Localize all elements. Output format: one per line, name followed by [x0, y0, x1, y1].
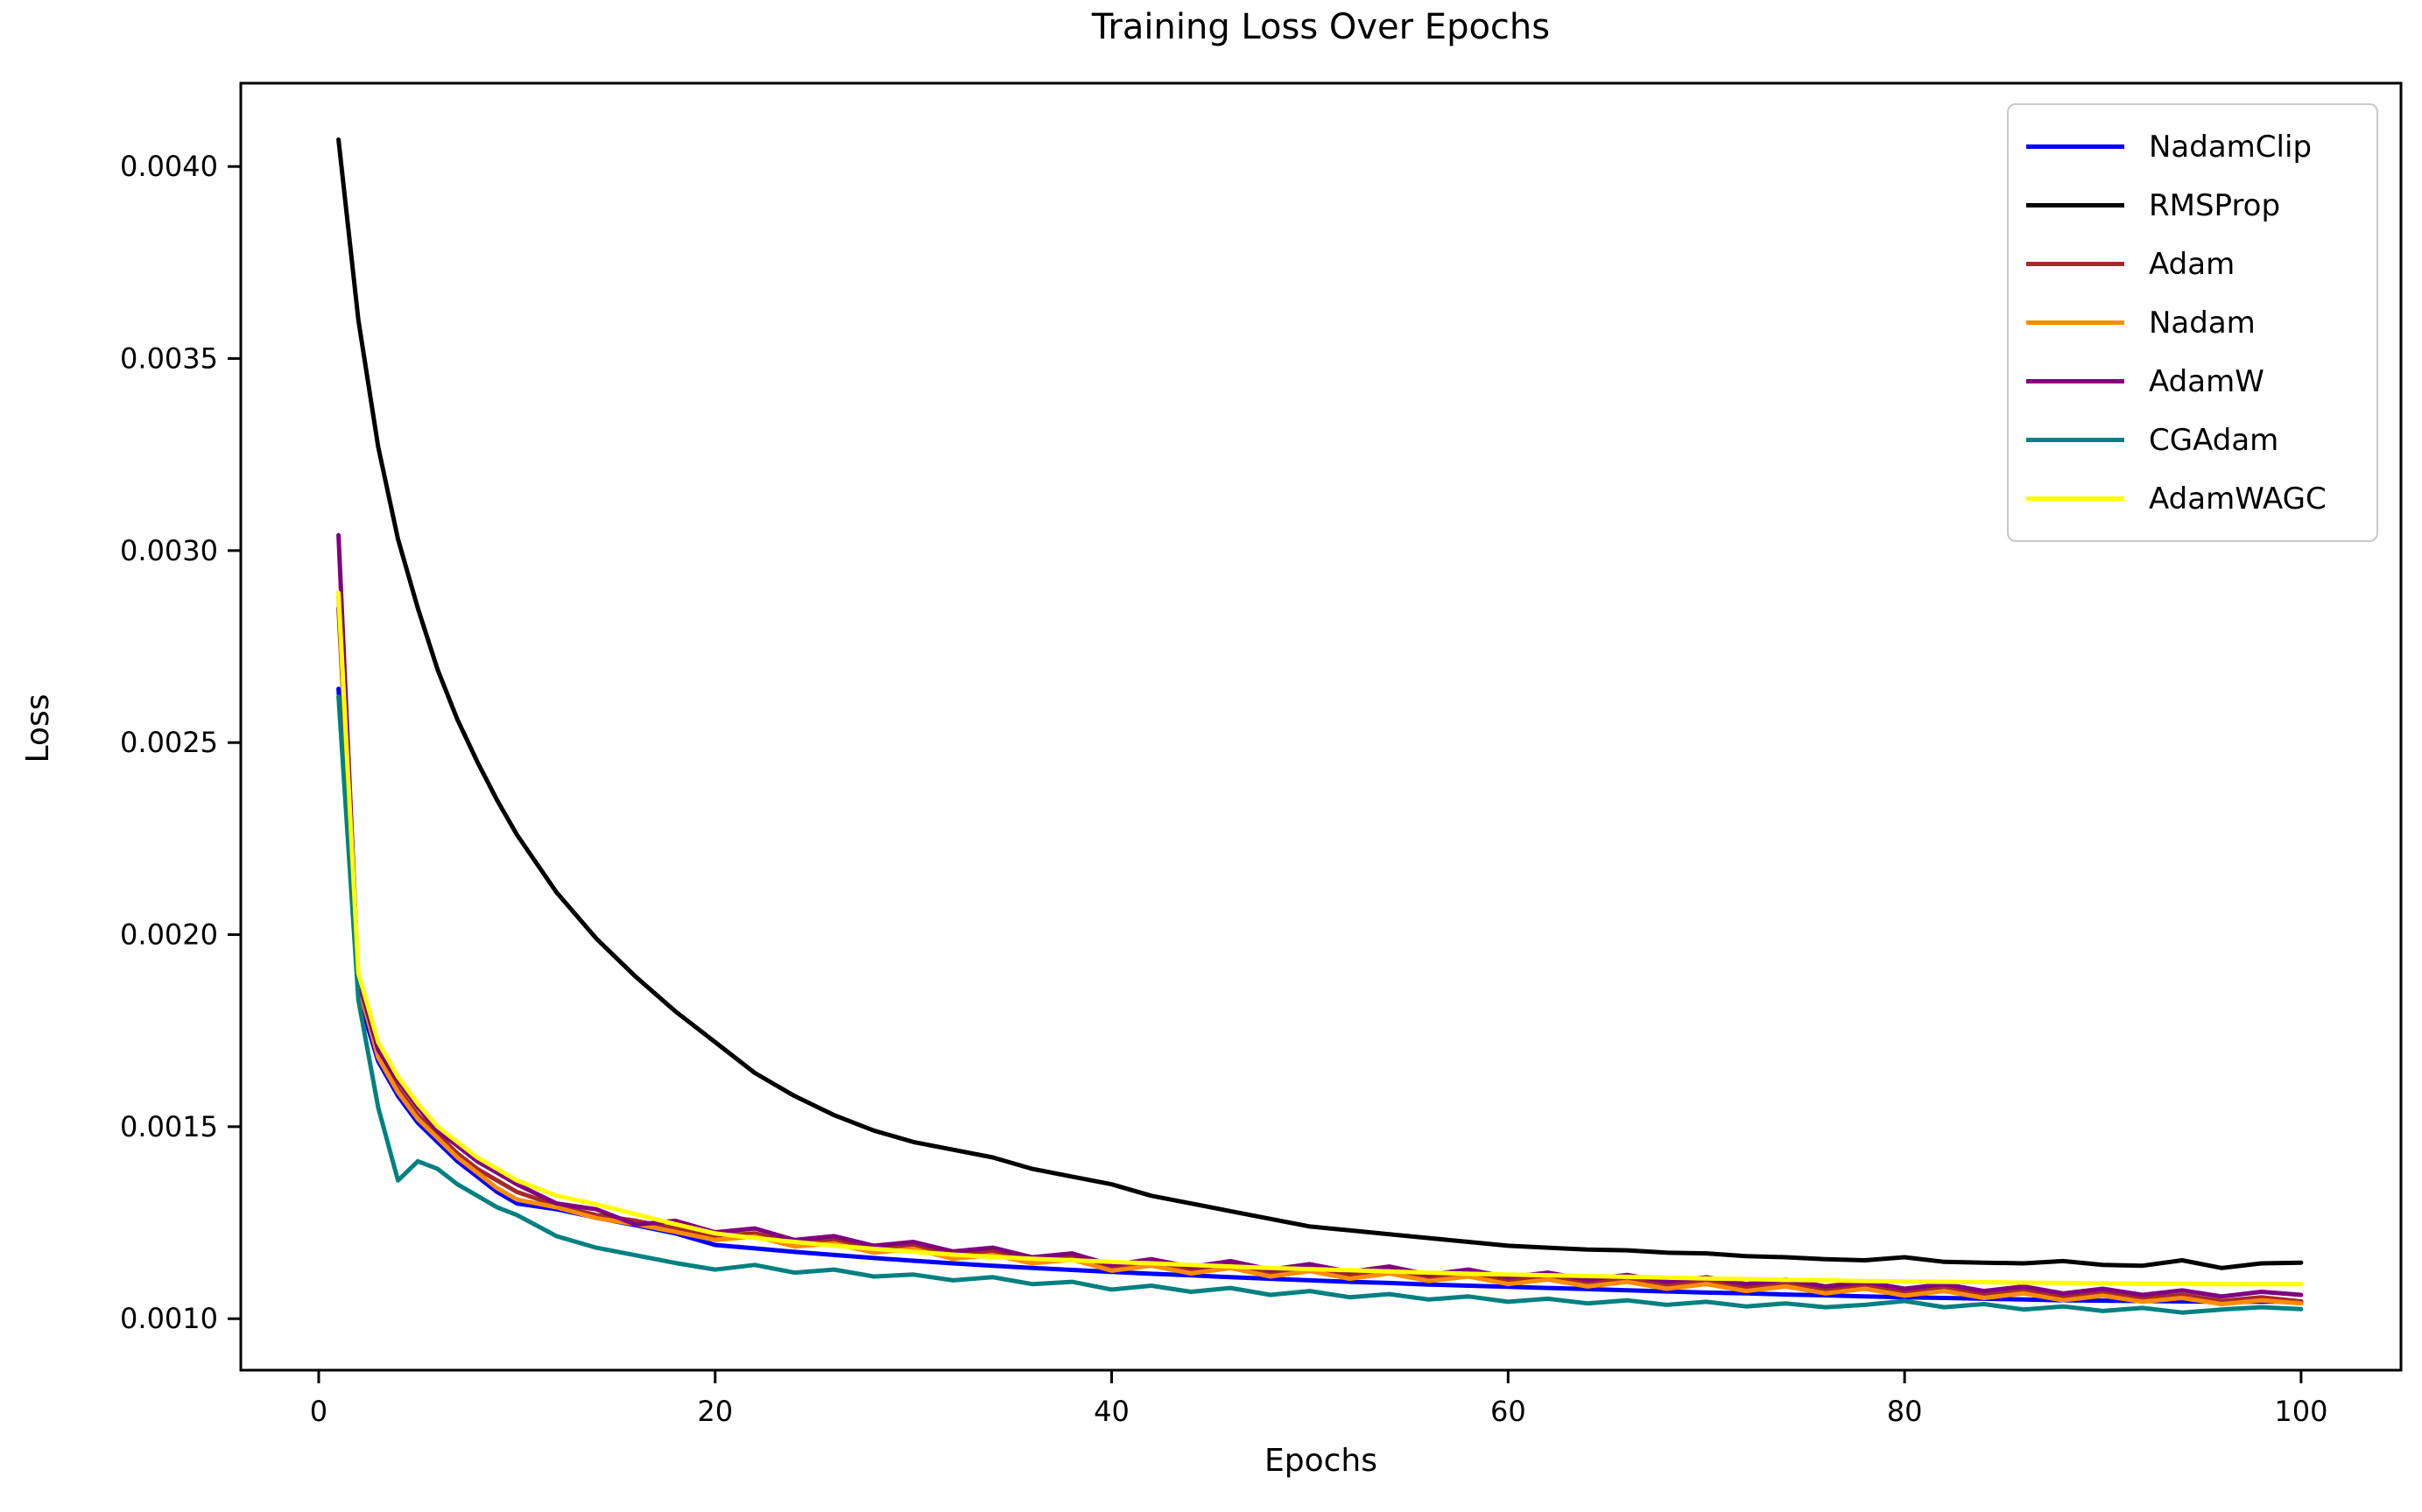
legend-swatch-Adam — [2026, 262, 2124, 266]
y-tick-label: 0.0040 — [120, 150, 218, 183]
series-line-CGAdam — [336, 694, 2304, 1315]
legend-item-CGAdam: CGAdam — [2026, 411, 2376, 469]
legend-swatch-NadamClip — [2026, 144, 2124, 149]
x-tick-label: 100 — [2274, 1395, 2327, 1428]
plot-frame — [239, 81, 2403, 1372]
x-tick-label: 0 — [310, 1395, 327, 1428]
x-tick-label: 60 — [1490, 1395, 1526, 1428]
y-axis-label: Loss — [20, 693, 56, 763]
legend-label: RMSProp — [2149, 187, 2281, 223]
series-line-Adam — [336, 606, 2304, 1304]
legend-item-AdamWAGC: AdamWAGC — [2026, 469, 2376, 528]
series-line-AdamW — [336, 532, 2304, 1299]
x-tick-label: 40 — [1094, 1395, 1130, 1428]
legend-item-AdamW: AdamW — [2026, 352, 2376, 411]
series-line-NadamClip — [336, 686, 2304, 1305]
legend-swatch-CGAdam — [2026, 438, 2124, 442]
y-tick-label: 0.0025 — [120, 726, 218, 759]
legend: NadamClip RMSProp Adam Nadam AdamW CGAdam Adam… — [2007, 103, 2378, 542]
chart-title: Training Loss Over Epochs — [1091, 7, 1551, 47]
legend-label: Adam — [2149, 246, 2235, 282]
legend-label: AdamW — [2149, 363, 2264, 399]
legend-item-Adam: Adam — [2026, 235, 2376, 293]
y-tick-label: 0.0030 — [120, 534, 218, 567]
series-line-RMSProp — [336, 137, 2304, 1270]
legend-label: NadamClip — [2149, 129, 2313, 165]
legend-label: Nadam — [2149, 305, 2256, 341]
legend-item-RMSProp: RMSProp — [2026, 176, 2376, 235]
legend-swatch-AdamWAGC — [2026, 496, 2124, 501]
series-line-AdamWAGC — [336, 590, 2304, 1287]
y-tick-label: 0.0010 — [120, 1302, 218, 1335]
x-tick-label: 80 — [1887, 1395, 1923, 1428]
y-tick-label: 0.0035 — [120, 342, 218, 376]
legend-item-Nadam: Nadam — [2026, 293, 2376, 352]
y-tick-label: 0.0015 — [120, 1110, 218, 1143]
x-axis-label: Epochs — [1264, 1443, 1377, 1479]
legend-label: AdamWAGC — [2149, 481, 2327, 517]
legend-swatch-RMSProp — [2026, 203, 2124, 207]
y-tick-label: 0.0020 — [120, 918, 218, 952]
legend-item-NadamClip: NadamClip — [2026, 117, 2376, 176]
legend-swatch-AdamW — [2026, 379, 2124, 383]
x-tick-label: 20 — [697, 1395, 733, 1428]
legend-swatch-Nadam — [2026, 320, 2124, 325]
series-line-Nadam — [336, 594, 2304, 1306]
legend-label: CGAdam — [2149, 422, 2279, 458]
